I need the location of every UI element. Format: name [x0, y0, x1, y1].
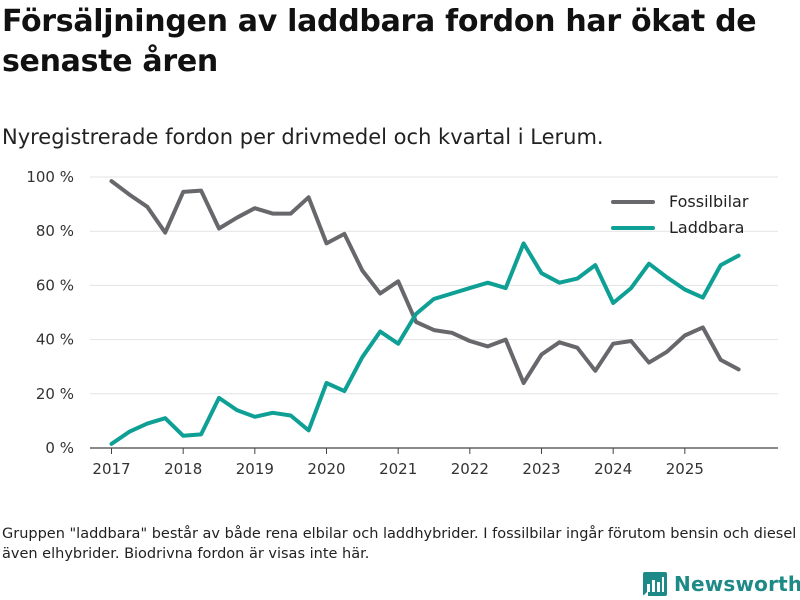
series-lines — [109, 179, 741, 446]
y-tick-label: 0 % — [45, 439, 74, 457]
chart-title: Försäljningen av laddbara fordon har öka… — [2, 4, 757, 79]
y-tick-label: 60 % — [36, 276, 74, 294]
brand-logo: Newsworthy — [642, 570, 800, 598]
x-tick-label: 2018 — [164, 460, 202, 478]
y-tick-label: 100 % — [26, 168, 74, 186]
legend-label-fossilbilar: Fossilbilar — [669, 192, 749, 211]
x-tick-label: 2024 — [594, 460, 632, 478]
y-tick-label: 80 % — [36, 222, 74, 240]
x-tick-label: 2025 — [666, 460, 704, 478]
x-tick-label: 2017 — [92, 460, 130, 478]
newsworthy-logo-icon — [643, 572, 667, 596]
series-line-fossilbilar — [109, 179, 741, 385]
grid-lines — [90, 176, 778, 395]
y-tick-label: 20 % — [36, 385, 74, 403]
x-tick-label: 2022 — [451, 460, 489, 478]
axes: 0 % 20 % 40 % 60 % 80 % 100 % 2017 2018 2019 2020… — [26, 168, 778, 478]
legend-label-laddbara: Laddbara — [669, 218, 744, 237]
legend: Fossilbilar Laddbara — [611, 192, 749, 237]
x-tick-label: 2023 — [522, 460, 560, 478]
y-tick-label: 40 % — [36, 331, 74, 349]
line-chart: 0 % 20 % 40 % 60 % 80 % 100 % 2017 2018 2019 2020… — [26, 168, 778, 478]
x-tick-label: 2021 — [379, 460, 417, 478]
chart-subtitle: Nyregistrerade fordon per drivmedel och … — [2, 125, 604, 149]
x-tick-label: 2019 — [236, 460, 274, 478]
x-tick-label: 2020 — [307, 460, 345, 478]
series-line-laddbara — [109, 241, 741, 446]
footnote: Gruppen "laddbara" består av både rena e… — [2, 526, 797, 562]
brand-name: Newsworthy — [674, 572, 800, 596]
